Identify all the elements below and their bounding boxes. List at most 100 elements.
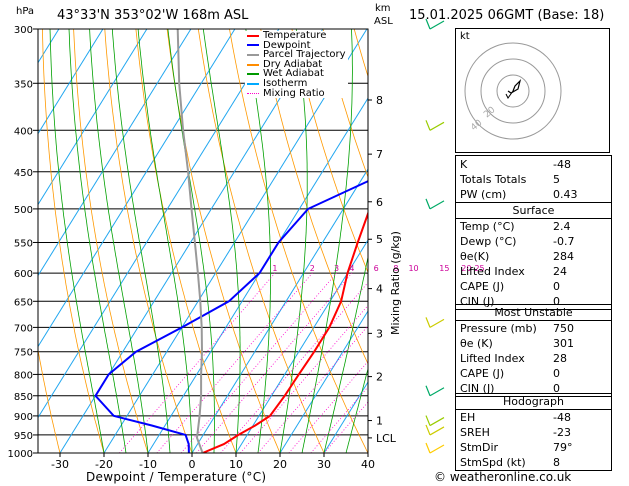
most-unstable-table: Most Unstable Pressure (mb) 750 θe (K) 301 L… (455, 304, 612, 397)
wet-adiabat (89, 29, 149, 453)
legend-swatch (247, 63, 259, 66)
mixing-ratio-label: 4 (349, 264, 354, 273)
km-label: 5 (376, 233, 383, 246)
mixing-ratio-line (288, 360, 368, 453)
surface-value: 284 (553, 250, 574, 263)
dry-adiabat (229, 29, 368, 453)
surface-row: CAPE (J) 0 (456, 279, 611, 294)
surface-row: Lifted Index 24 (456, 264, 611, 279)
mixing-ratio-line (196, 272, 353, 453)
most-unstable-title: Most Unstable (456, 305, 611, 321)
wet-adiabat (301, 29, 353, 453)
isotherm-line (38, 29, 280, 419)
hodo-row: StmDir 79° (456, 440, 611, 455)
y-tick-label: 350 (14, 79, 33, 90)
surface-value: -0.7 (553, 235, 575, 248)
km-label: 7 (376, 148, 383, 161)
hodo-value: -48 (553, 411, 571, 424)
wet-adiabat (245, 29, 271, 453)
mixing-ratio-line (180, 272, 337, 453)
wet-adiabat (137, 29, 193, 453)
hodo-label: SREH (460, 426, 490, 439)
isotherm-line (0, 29, 15, 453)
hodo-value: 8 (553, 456, 560, 469)
mixing-ratio-label: 15 (439, 264, 449, 273)
x-tick-label: -20 (95, 458, 113, 471)
hodograph-plot: 40 20 (464, 42, 562, 140)
mixing-ratio-label: 3 (334, 264, 339, 273)
legend-swatch (247, 34, 259, 37)
dry-adiabat (104, 29, 193, 453)
y-tick-label: 550 (14, 238, 33, 249)
hodo-ring-label-40: 40 (469, 118, 484, 133)
hodo-label: StmDir (460, 441, 499, 454)
y-tick-label: 400 (14, 126, 33, 137)
isotherm-line (38, 29, 104, 135)
legend-label: Temperature (263, 30, 327, 41)
mu-label: θe (K) (460, 337, 493, 350)
mu-value: 28 (553, 352, 567, 365)
wind-barb (425, 385, 445, 397)
wet-adiabat (202, 29, 241, 453)
dry-adiabat (322, 29, 368, 179)
mu-label: CIN (J) (460, 382, 495, 395)
legend-item: Dewpoint (247, 39, 346, 51)
km-label: 2 (376, 371, 383, 384)
surface-table: Surface Temp (°C) 2.4 Dewp (°C) -0.7 θe(K) 28… (455, 202, 612, 310)
mu-label: Lifted Index (460, 352, 525, 365)
km-label: 6 (376, 196, 383, 209)
legend-label: Dewpoint (263, 39, 311, 51)
mixing-ratio-line (310, 386, 368, 453)
wind-barb (425, 442, 445, 454)
mixing-ratio-line (156, 272, 313, 453)
p-unit-label: hPa (16, 6, 35, 17)
x-tick-label: 30 (317, 458, 331, 471)
mixing-ratio-label: 1 (272, 264, 277, 273)
km-label: 1 (376, 415, 383, 428)
hodo-value: -23 (553, 426, 571, 439)
km-unit-label: km (375, 3, 391, 14)
y-tick-label: 600 (14, 269, 33, 280)
legend-swatch (247, 53, 259, 56)
mu-label: CAPE (J) (460, 367, 505, 380)
y-tick-label: 450 (14, 168, 33, 179)
x-tick-label: 0 (189, 458, 196, 471)
isotherm-line (103, 29, 368, 453)
wet-adiabat (68, 29, 127, 453)
km-label: LCL (376, 432, 397, 445)
isotherm-line (38, 29, 148, 206)
copyright: © weatheronline.co.uk (434, 470, 572, 484)
k-row: K -48 (460, 158, 571, 171)
surface-value: 2.4 (553, 220, 571, 233)
tt-row: Totals Totals 5 (460, 173, 560, 186)
asl-unit-label: ASL (374, 16, 393, 27)
surface-value: 0 (553, 280, 560, 293)
legend-item: Mixing Ratio (247, 88, 346, 99)
y-tick-label: 850 (14, 392, 33, 403)
wet-adiabat (345, 366, 368, 453)
series-temperature (202, 210, 368, 453)
wind-barb (425, 424, 445, 436)
surface-label: Lifted Index (460, 265, 525, 278)
mu-value: 301 (553, 337, 574, 350)
legend-item: Wet Adiabat (247, 69, 346, 79)
surface-row: θe(K) 284 (456, 249, 611, 264)
y-tick-label: 500 (14, 205, 33, 216)
legend-label: Wet Adiabat (263, 68, 324, 80)
legend-label: Isotherm (263, 77, 308, 89)
hodograph-table: Hodograph EH -48 SREH -23 StmDir 79° StmSpd (k… (455, 393, 612, 471)
y-tick-label: 650 (14, 297, 33, 308)
y-tick-label: 300 (14, 25, 33, 36)
isotherm-line (191, 168, 368, 453)
mixing-ratio-line (119, 272, 276, 453)
wind-barb (425, 18, 445, 30)
hodograph-panel: kt 40 20 (455, 28, 610, 153)
legend-swatch (247, 82, 259, 85)
isotherm-line (38, 29, 236, 348)
wet-adiabat (323, 254, 368, 453)
wet-adiabat (279, 29, 308, 453)
mixing-ratio-label: 6 (374, 264, 379, 273)
wind-barb (425, 198, 445, 210)
